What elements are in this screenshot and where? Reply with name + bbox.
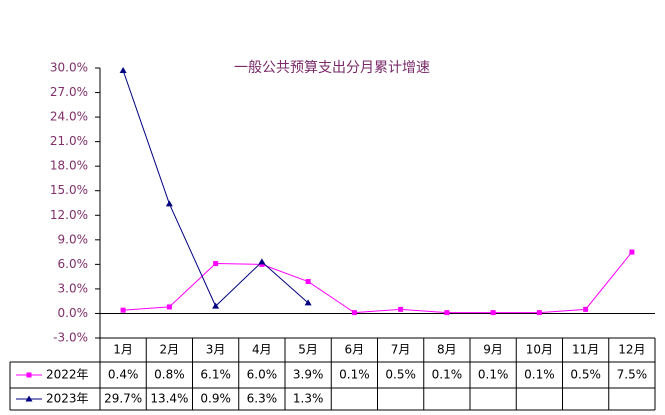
table-cell: 3.9% (293, 368, 324, 382)
table-cell: 13.4% (150, 392, 188, 406)
legend-label: 2023年 (46, 392, 89, 406)
y-tick-label: 27.0% (50, 85, 88, 99)
marker (120, 307, 126, 313)
legend-label: 2022年 (46, 368, 89, 382)
x-tick-label: 6月 (345, 343, 365, 357)
y-tick-label: 9.0% (58, 232, 89, 246)
table-cell: 0.1% (478, 368, 509, 382)
x-tick-label: 10月 (526, 343, 553, 357)
legend-marker (26, 372, 32, 378)
x-tick-label: 4月 (252, 343, 272, 357)
marker (212, 302, 220, 309)
y-tick-label: 24.0% (50, 110, 88, 124)
marker (536, 310, 542, 316)
table-cell: 0.1% (339, 368, 370, 382)
series-line (123, 251, 633, 314)
table-cell: 0.4% (108, 368, 139, 382)
marker (304, 299, 312, 306)
marker (213, 261, 219, 267)
table-cell: 7.5% (617, 368, 648, 382)
marker (490, 310, 496, 316)
table-cell: 0.1% (524, 368, 555, 382)
marker (258, 258, 266, 265)
y-tick-label: 21.0% (50, 134, 88, 148)
marker (351, 310, 357, 316)
marker (583, 306, 589, 312)
table-cell: 0.5% (385, 368, 416, 382)
table-cell: 0.8% (154, 368, 185, 382)
x-tick-label: 9月 (483, 343, 503, 357)
marker (398, 306, 404, 312)
x-tick-label: 1月 (113, 343, 133, 357)
table-cell: 0.1% (432, 368, 463, 382)
y-tick-label: 0.0% (58, 306, 89, 320)
x-tick-label: 2月 (160, 343, 180, 357)
x-tick-label: 7月 (391, 343, 411, 357)
marker (165, 200, 173, 207)
chart-title: 一般公共预算支出分月累计增速 (234, 60, 430, 76)
y-tick-label: 3.0% (58, 281, 89, 295)
table-cell: 6.3% (247, 392, 278, 406)
y-tick-label: 6.0% (58, 257, 89, 271)
table-cell: 0.5% (570, 368, 601, 382)
table-cell: 1.3% (293, 392, 324, 406)
marker (166, 304, 172, 310)
marker (305, 279, 311, 285)
marker (444, 310, 450, 316)
marker (119, 66, 127, 73)
x-tick-label: 11月 (572, 343, 599, 357)
table-cell: 6.1% (200, 368, 231, 382)
marker (629, 249, 635, 255)
x-tick-label: 5月 (298, 343, 318, 357)
x-tick-label: 3月 (206, 343, 226, 357)
table-cell: 0.9% (200, 392, 231, 406)
legend-marker (25, 395, 33, 402)
y-tick-label: 12.0% (50, 208, 88, 222)
y-tick-label: 15.0% (50, 183, 88, 197)
x-tick-label: 12月 (618, 343, 645, 357)
y-tick-label: -3.0% (53, 331, 88, 345)
table-cell: 6.0% (247, 368, 278, 382)
x-tick-label: 8月 (437, 343, 457, 357)
y-tick-label: 30.0% (50, 61, 88, 75)
y-tick-label: 18.0% (50, 159, 88, 173)
table-cell: 29.7% (104, 392, 142, 406)
